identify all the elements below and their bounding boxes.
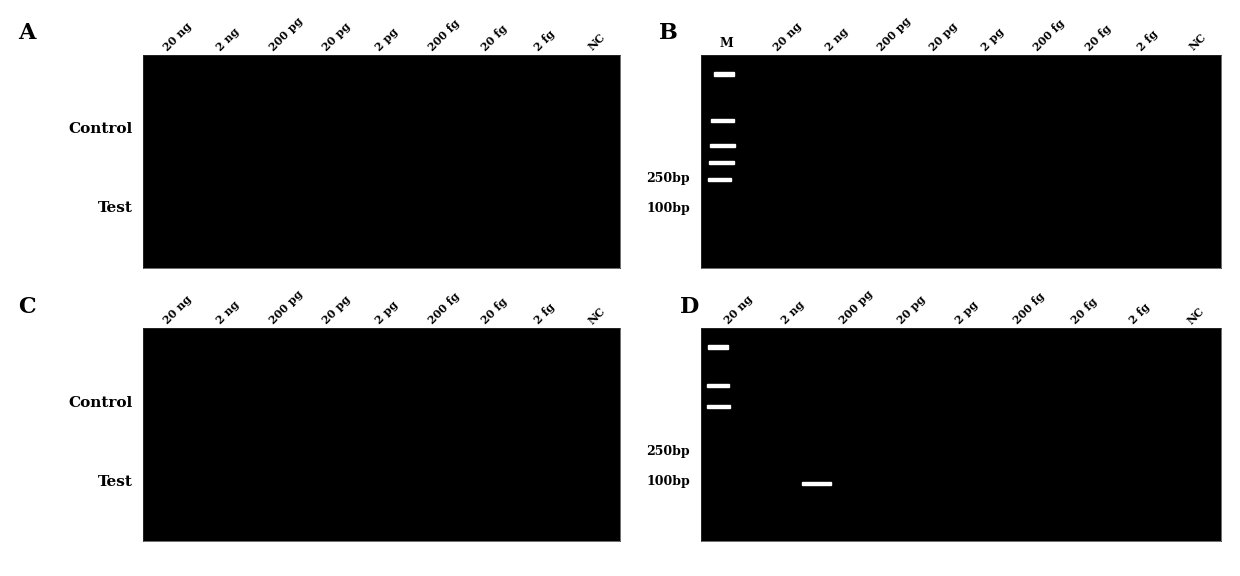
Text: Control: Control [68, 396, 133, 410]
Text: 100bp: 100bp [646, 202, 691, 215]
Text: 2 pg: 2 pg [373, 299, 401, 326]
Text: NC: NC [1188, 31, 1209, 52]
Text: 250bp: 250bp [646, 445, 691, 458]
Text: 2 pg: 2 pg [954, 299, 981, 326]
Text: C: C [19, 295, 36, 318]
Text: 20 fg: 20 fg [480, 296, 510, 326]
Text: 20 fg: 20 fg [1084, 22, 1114, 52]
Bar [708, 346, 728, 349]
Text: 250bp: 250bp [646, 172, 691, 185]
Bar [711, 144, 735, 147]
Text: 200 fg: 200 fg [1011, 290, 1047, 326]
Text: 20 pg: 20 pg [320, 20, 353, 52]
Text: 200 pg: 200 pg [268, 15, 305, 52]
Bar [713, 72, 734, 75]
Text: 20 pg: 20 pg [895, 294, 928, 326]
Text: Test: Test [98, 201, 133, 215]
Bar [802, 482, 831, 485]
Text: 200 fg: 200 fg [427, 290, 463, 326]
Text: 20 fg: 20 fg [1069, 296, 1099, 326]
Text: 200 pg: 200 pg [875, 15, 913, 52]
Text: 200 pg: 200 pg [268, 289, 305, 326]
Text: 20 ng: 20 ng [161, 20, 193, 52]
Text: 20 pg: 20 pg [928, 20, 960, 52]
Text: B: B [658, 22, 678, 44]
Text: Test: Test [98, 475, 133, 489]
Text: 200 fg: 200 fg [427, 17, 463, 52]
Text: 2 ng: 2 ng [823, 25, 851, 52]
Text: M: M [719, 37, 734, 51]
Text: 2 fg: 2 fg [533, 28, 558, 52]
Text: Control: Control [68, 122, 133, 137]
Bar [711, 119, 734, 123]
Text: 20 pg: 20 pg [320, 294, 353, 326]
Text: NC: NC [585, 305, 606, 326]
Text: 20 fg: 20 fg [480, 22, 510, 52]
Text: 2 ng: 2 ng [215, 25, 242, 52]
Text: 20 ng: 20 ng [722, 294, 754, 326]
Text: 2 pg: 2 pg [373, 25, 401, 52]
Bar [707, 405, 730, 408]
Bar [709, 161, 734, 164]
Text: 100bp: 100bp [646, 475, 691, 488]
Bar [707, 384, 729, 387]
Text: D: D [680, 295, 699, 318]
Text: A: A [19, 22, 36, 44]
Text: 2 ng: 2 ng [215, 299, 242, 326]
Text: 20 ng: 20 ng [161, 294, 193, 326]
Text: 2 ng: 2 ng [780, 299, 807, 326]
Text: 200 pg: 200 pg [837, 289, 875, 326]
Text: 2 fg: 2 fg [533, 301, 558, 326]
Text: 20 ng: 20 ng [771, 20, 804, 52]
Bar [708, 179, 732, 181]
Text: 2 pg: 2 pg [980, 25, 1007, 52]
Text: 2 fg: 2 fg [1136, 28, 1161, 52]
Text: 2 fg: 2 fg [1127, 301, 1152, 326]
Text: NC: NC [585, 31, 606, 52]
Text: NC: NC [1184, 305, 1207, 326]
Text: 200 fg: 200 fg [1032, 17, 1066, 52]
